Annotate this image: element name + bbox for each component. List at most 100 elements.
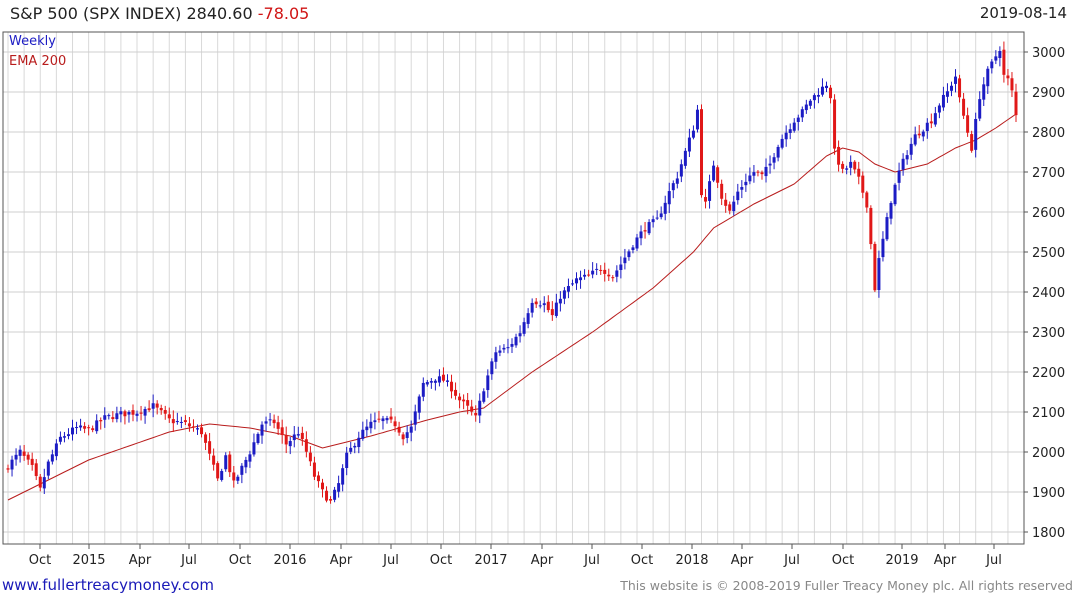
candle <box>1006 68 1010 86</box>
candle <box>62 431 66 443</box>
candle <box>1014 83 1018 122</box>
candle-body <box>329 498 333 501</box>
candle-body <box>196 428 200 430</box>
instrument-name: S&P 500 (SPX INDEX) <box>10 4 182 23</box>
candle <box>260 421 264 444</box>
candle <box>700 104 704 198</box>
candle-body <box>937 105 941 113</box>
candle-body <box>768 163 772 166</box>
candle <box>583 269 587 280</box>
candle <box>655 210 659 221</box>
y-tick-label: 3000 <box>1032 46 1065 61</box>
candle <box>34 459 38 481</box>
candle-body <box>373 420 377 423</box>
candle-body <box>687 137 691 152</box>
candle-body <box>550 309 554 316</box>
candle <box>744 173 748 192</box>
candle <box>409 420 413 442</box>
candle <box>421 377 425 402</box>
candle-body <box>437 376 441 383</box>
candle-body <box>885 217 889 240</box>
candle <box>10 455 14 477</box>
y-tick-label: 2800 <box>1032 126 1065 141</box>
candle-body <box>393 421 397 427</box>
candle <box>389 408 393 424</box>
candle-body <box>639 231 643 239</box>
candle <box>494 346 498 369</box>
candle-body <box>800 109 804 118</box>
candle-body <box>236 476 240 481</box>
candle <box>659 206 663 220</box>
candle-body <box>510 343 514 347</box>
candle-body <box>139 412 143 414</box>
candle-body <box>216 463 220 479</box>
candle <box>514 333 518 348</box>
x-tick-label: 2017 <box>474 553 507 568</box>
candle-body <box>175 421 179 423</box>
candle-body <box>14 454 18 460</box>
candle <box>224 452 228 472</box>
ema-layer <box>7 113 1017 501</box>
candle-body <box>720 183 724 199</box>
candle <box>913 126 917 147</box>
y-tick-label: 1900 <box>1032 486 1065 501</box>
candle <box>893 183 897 207</box>
candle <box>534 298 538 309</box>
candle-body <box>482 391 486 402</box>
candle-body <box>79 425 83 428</box>
candle-body <box>454 389 458 396</box>
candle-body <box>913 134 917 145</box>
candle <box>558 291 562 312</box>
candle-body <box>671 183 675 191</box>
candle-body <box>522 322 526 334</box>
candle-body <box>579 277 583 281</box>
candle-body <box>792 122 796 131</box>
candle <box>135 410 139 422</box>
candle <box>478 393 482 424</box>
candle <box>849 155 853 176</box>
candle <box>22 444 26 461</box>
candle-body <box>788 129 792 133</box>
candle <box>385 415 389 424</box>
candle <box>954 69 958 93</box>
candle-body <box>171 419 175 424</box>
candle <box>712 160 716 183</box>
candle-body <box>151 403 155 409</box>
candle <box>837 140 841 172</box>
candle-body <box>514 336 518 346</box>
y-tick-label: 2100 <box>1032 406 1065 421</box>
candle-body <box>127 412 131 415</box>
candle-body <box>506 347 510 349</box>
site-link[interactable]: www.fullertreacymoney.com <box>2 576 215 594</box>
candle-body <box>829 87 833 99</box>
plot-frame <box>2 31 1025 545</box>
candle <box>647 219 651 236</box>
candle-body <box>123 411 127 417</box>
candle-body <box>256 433 260 444</box>
axis-layer: 1800 1900 2000 2100 2200 2300 2400 2500 2600 2700… <box>29 46 1065 568</box>
candle <box>79 418 83 431</box>
candle-body <box>204 434 208 443</box>
x-tick-label: Apr <box>731 553 754 568</box>
y-tick-label: 1800 <box>1032 526 1065 541</box>
candle <box>191 419 195 432</box>
candle-body <box>1010 78 1014 91</box>
x-tick-label: Apr <box>330 553 353 568</box>
candle-body <box>667 191 671 205</box>
chart-grid <box>3 32 1024 544</box>
candle-body <box>966 115 970 133</box>
candle-body <box>812 95 816 101</box>
candle-body <box>292 434 296 441</box>
chart-title: S&P 500 (SPX INDEX) 2840.60 -78.05 <box>10 4 309 23</box>
candle <box>796 114 800 131</box>
x-tick-label: Oct <box>229 553 251 568</box>
candle-body <box>752 172 756 176</box>
candle-body <box>949 85 953 91</box>
candle <box>990 59 994 74</box>
candle-body <box>316 475 320 482</box>
candle-body <box>38 476 42 488</box>
candle <box>365 419 369 437</box>
candle-body <box>179 421 183 423</box>
candle <box>937 103 941 119</box>
